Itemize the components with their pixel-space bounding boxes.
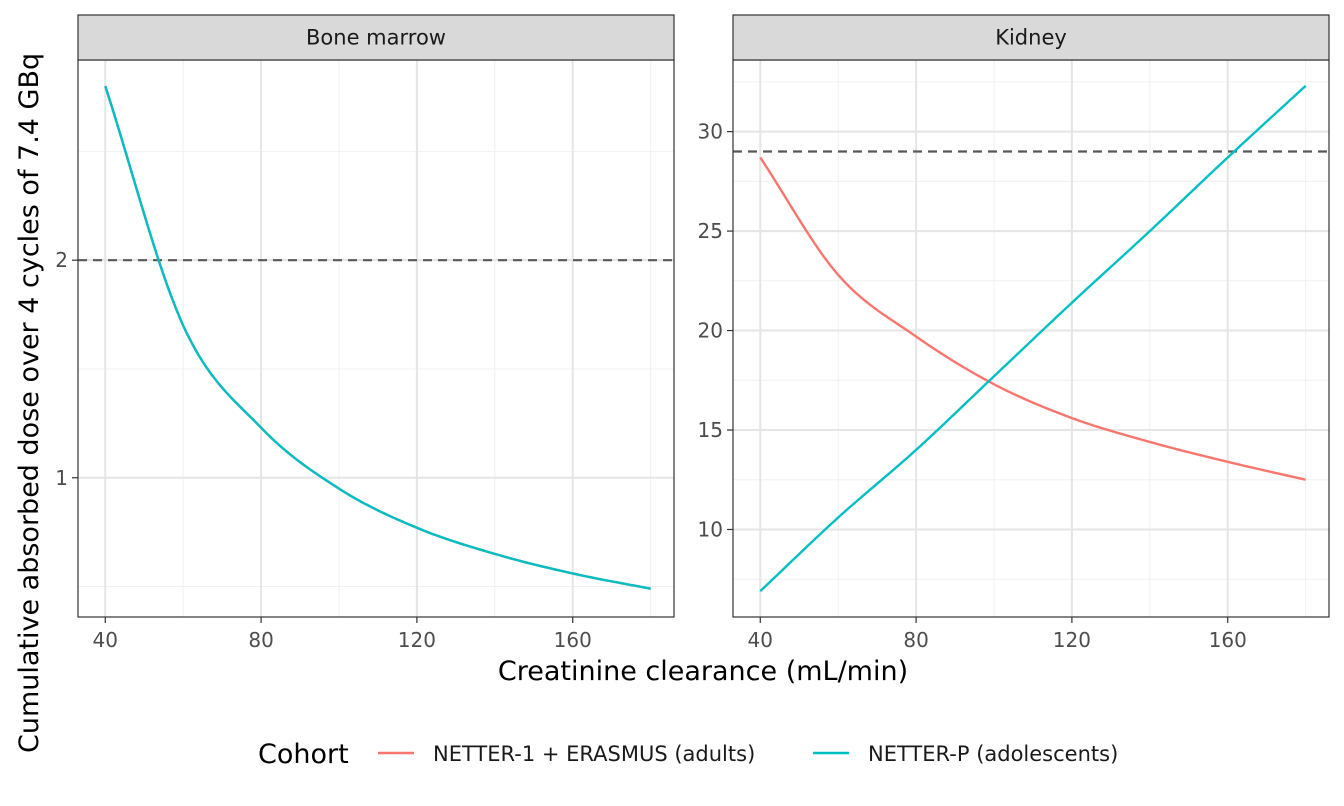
facet-strip-label: Bone marrow [306, 26, 446, 50]
y-tick-label: 2 [55, 248, 68, 272]
facet-strip [732, 14, 1330, 61]
y-tick-label: 10 [698, 517, 723, 541]
facet-strip [77, 14, 675, 61]
x-tick-label: 40 [748, 628, 773, 652]
legend: Cohort NETTER-1 + ERASMUS (adults) NETTE… [258, 739, 1118, 770]
panels-layer: Bone marrow 40 80 120 160 1 2 Kidney 40 80 120 160 1… [55, 14, 1330, 652]
x-tick-label: 120 [1053, 628, 1091, 652]
y-tick-label: 20 [698, 319, 723, 343]
x-tick-label: 40 [93, 628, 118, 652]
y-tick-label: 1 [55, 466, 68, 490]
x-tick-label: 80 [903, 628, 928, 652]
series-line-adults [759, 156, 1306, 481]
x-tick-label: 160 [554, 628, 592, 652]
y-axis-label: Cumulative absorbed dose over 4 cycles o… [14, 53, 45, 753]
legend-label-adolescents: NETTER-P (adolescents) [868, 742, 1118, 766]
y-tick-label: 30 [698, 120, 723, 144]
legend-label-adults: NETTER-1 + ERASMUS (adults) [433, 742, 755, 766]
series-line-adolescents [759, 84, 1307, 593]
y-tick-label: 25 [698, 219, 723, 243]
plot-background [78, 60, 674, 617]
x-axis-label: Creatinine clearance (mL/min) [498, 656, 908, 687]
facet-strip-label: Kidney [995, 26, 1067, 50]
x-tick-label: 160 [1209, 628, 1247, 652]
x-tick-label: 120 [398, 628, 436, 652]
legend-title: Cohort [258, 739, 349, 770]
y-tick-label: 15 [698, 418, 723, 442]
panel-bone-marrow: Bone marrow 40 80 120 160 1 2 [55, 14, 675, 652]
x-tick-label: 80 [248, 628, 273, 652]
panel-kidney: Kidney 40 80 120 160 10 15 20 25 30 [698, 14, 1330, 652]
series-line-adolescents [104, 85, 651, 590]
